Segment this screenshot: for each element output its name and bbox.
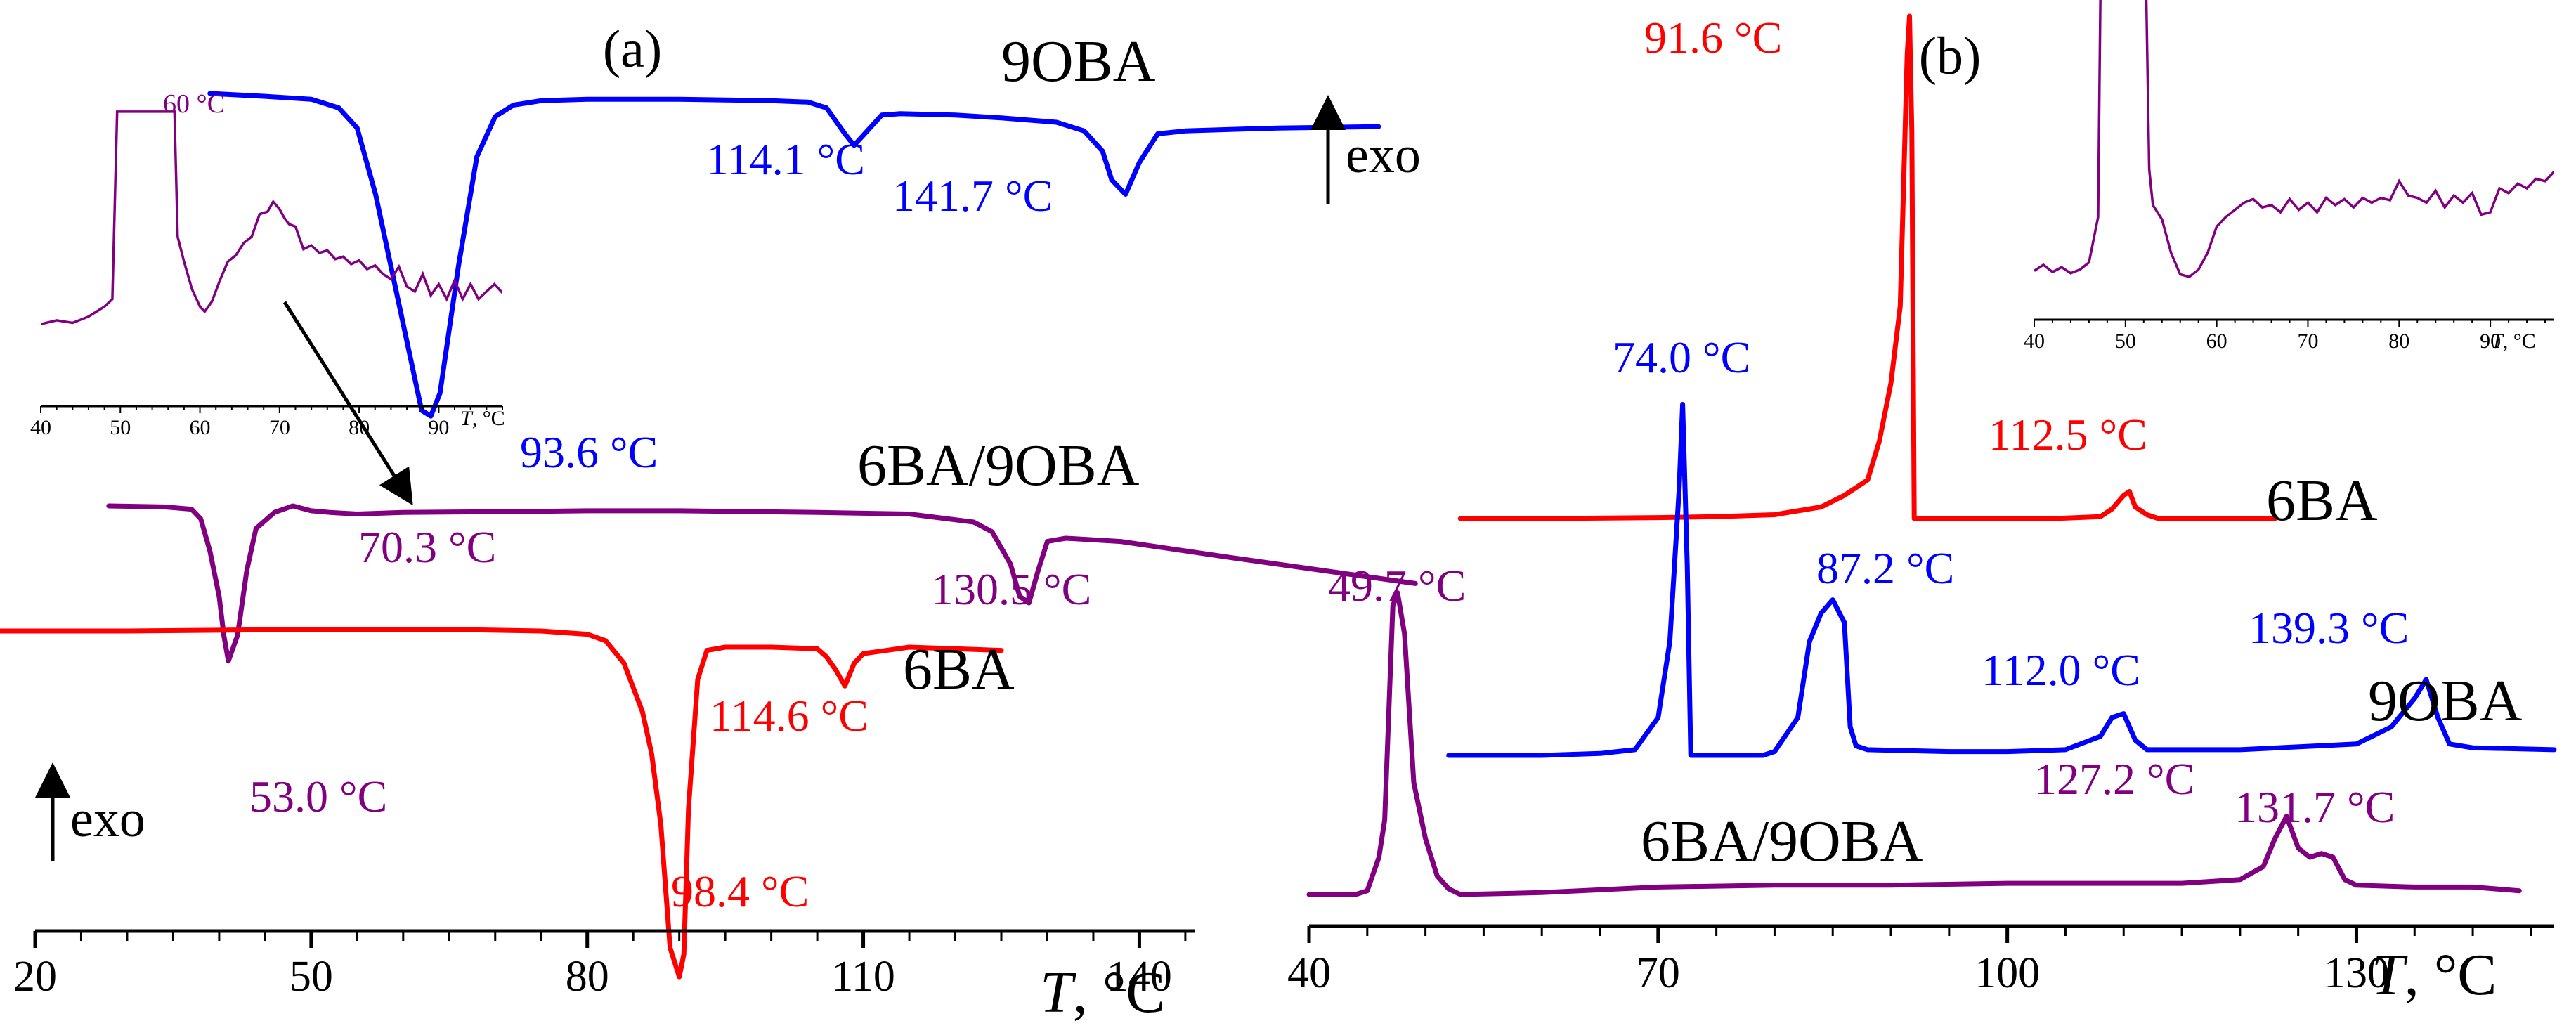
a-annot-141-7: 141.7 °C xyxy=(892,171,1053,221)
a-annot-98-4: 98.4 °C xyxy=(671,866,809,916)
b-inset-plot: 40 50 60 70 80 90 xyxy=(2024,0,2554,353)
b-label-9oba: 9OBA xyxy=(2368,668,2523,734)
inset-tick-label-a-90: 90 xyxy=(428,416,449,439)
a-annot-93-6: 93.6 °C xyxy=(520,427,658,477)
a-x-axis: 20 50 80 110 140 xyxy=(13,929,1195,1001)
panel-b-label: (b) xyxy=(1919,27,1982,86)
inset-line-a xyxy=(41,110,502,326)
a-xlabel-symbol: T xyxy=(1040,960,1076,1025)
a-label-9oba: 9OBA xyxy=(1001,29,1156,94)
panel-a-label: (a) xyxy=(603,20,662,79)
a-xlabel-unit: , °C xyxy=(1073,960,1166,1025)
a-annot-70-3: 70.3 °C xyxy=(358,522,496,572)
panel-a: (a) 9OBA 6BA/9OBA 6BA 93.6 °C 114.1 °C 1… xyxy=(0,20,1418,1025)
b-annot-49-7: 49.7 °C xyxy=(1328,561,1466,611)
inset-tick-label-a-40: 40 xyxy=(30,416,51,439)
a-annot-114-6: 114.6 °C xyxy=(710,691,869,741)
b-annot-112-0: 112.0 °C xyxy=(1982,645,2140,695)
b-inset: 40 50 60 70 80 90 T, °C xyxy=(2024,0,2554,353)
b-x-axis: 40 70 100 130 xyxy=(1287,924,2554,997)
b-annot-91-6: 91.6 °C xyxy=(1644,13,1782,63)
b-xlabel-symbol: T xyxy=(2372,942,2408,1008)
inset-tick-label-b-90: 90 xyxy=(2480,330,2501,353)
b-annot-139-3: 139.3 °C xyxy=(2249,603,2409,653)
inset-tick-label-b-50: 50 xyxy=(2115,330,2136,353)
series-line-a-6ba xyxy=(0,627,1004,980)
x-tick-label-a-140: 140 xyxy=(1107,953,1172,1001)
a-inset-peak-label: 60 °C xyxy=(163,89,225,119)
series-line-b-6ba xyxy=(1457,13,2277,521)
inset-tick-label-b-80: 80 xyxy=(2388,330,2409,353)
a-inset: 40 50 60 70 80 90 60 °C T, °C xyxy=(30,89,505,439)
b-annot-87-2: 87.2 °C xyxy=(1816,543,1954,593)
b-label-6ba: 6BA xyxy=(2266,468,2378,533)
panel-b-series xyxy=(1306,13,2557,897)
panel-a-series xyxy=(0,91,1418,980)
a-inset-xlabel-symbol: T xyxy=(460,407,474,430)
x-tick-label-a-50: 50 xyxy=(290,953,333,1001)
x-tick-label-b-100: 100 xyxy=(1975,949,2040,997)
b-exo-label: exo xyxy=(1346,126,1421,184)
x-tick-label-b-130: 130 xyxy=(2324,949,2389,997)
b-xlabel: T, °C xyxy=(2372,942,2497,1008)
inset-tick-label-b-60: 60 xyxy=(2206,330,2227,353)
a-annot-53-0: 53.0 °C xyxy=(249,772,387,821)
panel-b: (b) 6BA 9OBA 6BA/9OBA 91.6 °C 112.5 °C 7… xyxy=(1287,0,2557,1008)
inset-tick-label-a-60: 60 xyxy=(190,416,211,439)
inset-tick-label-a-50: 50 xyxy=(110,416,131,439)
a-annot-114-1: 114.1 °C xyxy=(706,134,865,184)
b-xlabel-unit: , °C xyxy=(2405,942,2497,1008)
a-label-mixture: 6BA/9OBA xyxy=(857,433,1140,498)
a-inset-plot: 40 50 60 70 80 90 xyxy=(30,110,503,439)
series-line-a-6ba-9oba xyxy=(106,503,1418,664)
a-label-6ba: 6BA xyxy=(903,637,1015,702)
inset-tick-label-b-40: 40 xyxy=(2024,330,2045,353)
b-annot-127-2: 127.2 °C xyxy=(2034,754,2194,804)
x-tick-label-a-80: 80 xyxy=(566,953,609,1001)
x-tick-label-b-70: 70 xyxy=(1637,949,1680,997)
a-xlabel: T, °C xyxy=(1040,960,1165,1025)
series-line-b-9oba xyxy=(1446,402,2557,758)
x-tick-label-a-110: 110 xyxy=(831,953,895,1001)
inset-tick-label-a-70: 70 xyxy=(269,416,290,439)
b-label-mixture: 6BA/9OBA xyxy=(1641,809,1923,874)
b-inset-xlabel-unit: , °C xyxy=(2503,330,2536,353)
inset-tick-label-b-70: 70 xyxy=(2297,330,2318,353)
b-inset-xlabel: T, °C xyxy=(2491,330,2536,353)
a-inset-xlabel: T, °C xyxy=(460,407,505,430)
b-annot-74-0: 74.0 °C xyxy=(1613,332,1750,382)
a-inset-xlabel-unit: , °C xyxy=(472,407,505,430)
b-inset-xlabel-symbol: T xyxy=(2491,330,2504,353)
x-tick-label-a-20: 20 xyxy=(13,953,57,1001)
a-inset-pointer-arrow xyxy=(282,301,413,506)
a-exo-label: exo xyxy=(70,790,145,848)
x-tick-label-b-40: 40 xyxy=(1287,949,1331,997)
a-annot-130-5: 130.5 °C xyxy=(931,564,1091,614)
b-annot-112-5: 112.5 °C xyxy=(1989,410,2147,460)
series-line-a-9oba xyxy=(207,91,1381,419)
inset-line-b xyxy=(2034,0,2554,278)
series-line-b-6ba-9oba xyxy=(1306,590,2522,897)
b-annot-131-7: 131.7 °C xyxy=(2235,782,2395,832)
